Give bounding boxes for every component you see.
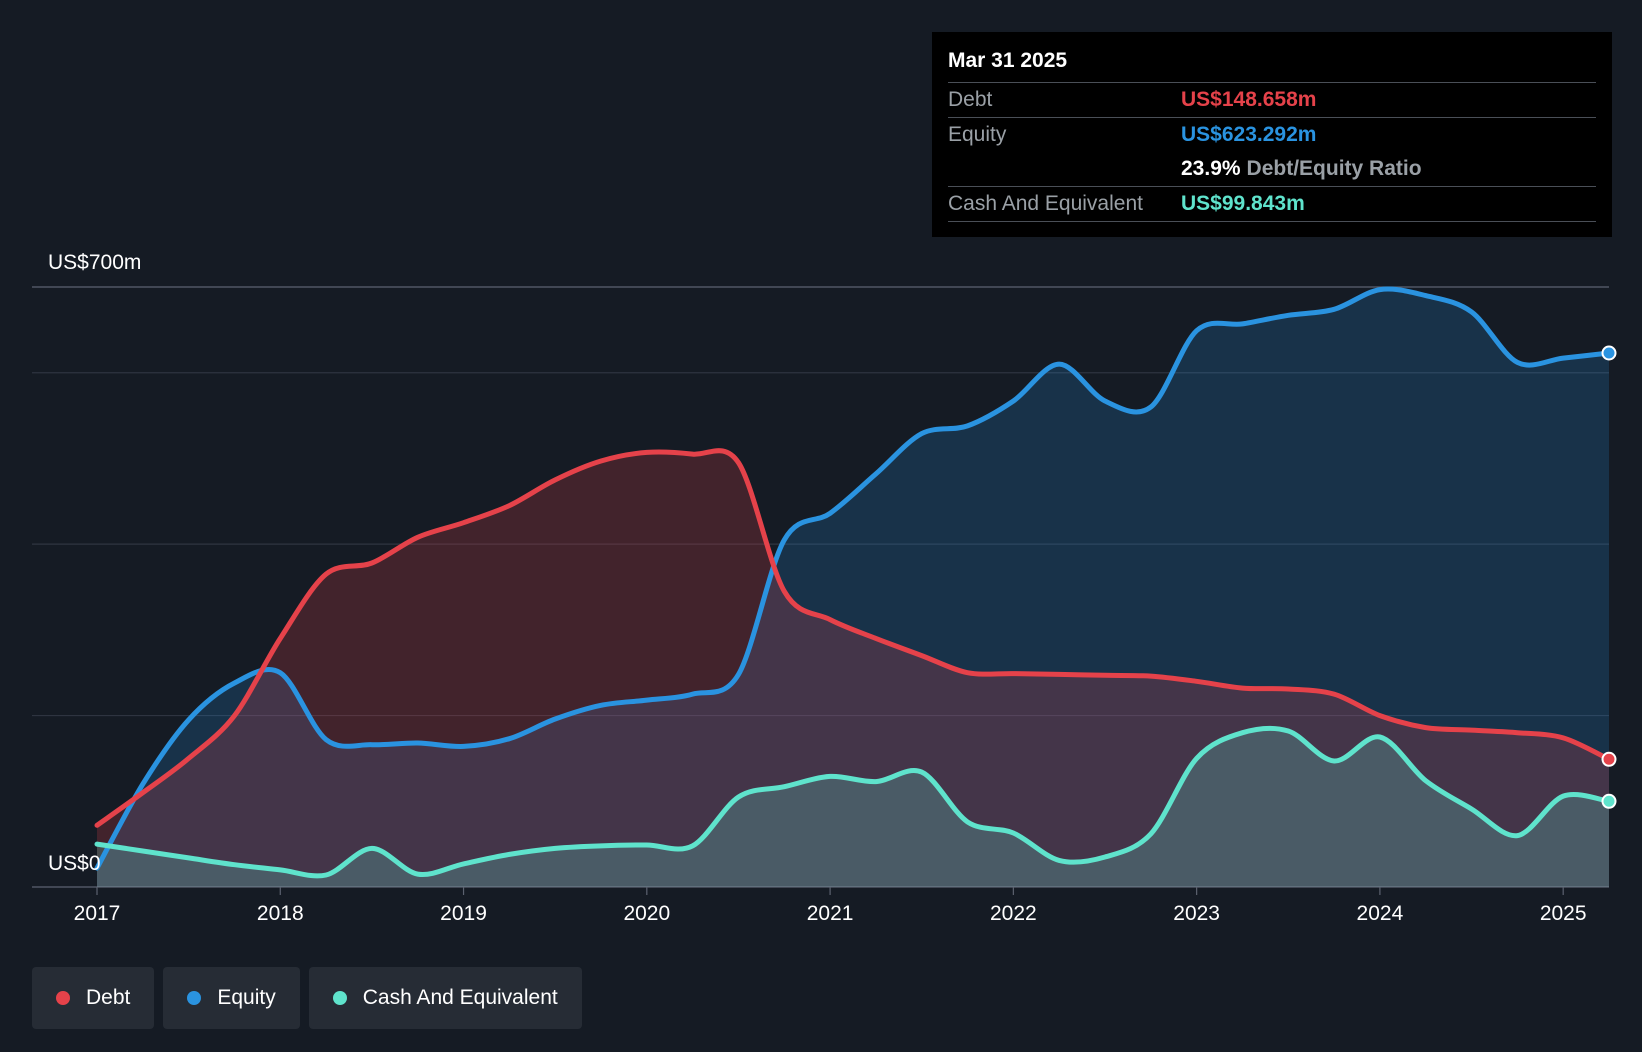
x-tick-label: 2017 (74, 902, 121, 925)
equity-endpoint (1601, 345, 1617, 361)
series-endpoints (1601, 345, 1617, 809)
x-tick-label: 2021 (807, 902, 854, 925)
legend: Debt Equity Cash And Equivalent (32, 967, 582, 1029)
tooltip-row-equity: Equity US$623.292m (948, 118, 1596, 152)
tooltip-row-ratio: 23.9% Debt/Equity Ratio (948, 152, 1596, 187)
cash-dot-icon (332, 991, 347, 1005)
x-tick-label: 2025 (1540, 902, 1587, 925)
tooltip-row-cash: Cash And Equivalent US$99.843m (948, 187, 1596, 222)
x-tick-label: 2024 (1357, 902, 1404, 925)
legend-label-debt: Debt (86, 986, 131, 1009)
tooltip-ratio-label: Debt/Equity Ratio (1246, 157, 1422, 180)
x-tick-label: 2023 (1173, 902, 1220, 925)
debt-line (94, 448, 1612, 828)
legend-item-equity[interactable]: Equity (163, 967, 300, 1029)
y-axis-top-label: US$700m (48, 251, 141, 274)
cash-area (97, 728, 1609, 887)
tooltip-date: Mar 31 2025 (948, 46, 1596, 83)
tooltip-ratio-value: 23.9% (1181, 157, 1241, 180)
gridlines (32, 286, 1609, 888)
debt-endpoint (1601, 751, 1617, 767)
x-axis-ticks: 2017 2018 2019 2020 2021 2022 2023 2024 2025 (74, 887, 1587, 925)
legend-item-cash[interactable]: Cash And Equivalent (308, 967, 582, 1029)
legend-item-debt[interactable]: Debt (32, 967, 155, 1029)
x-tick-label: 2019 (440, 902, 487, 925)
equity-dot-icon (187, 991, 202, 1005)
debt-dot-icon (56, 991, 70, 1005)
cash-endpoint (1601, 793, 1617, 809)
legend-label-equity: Equity (217, 986, 276, 1009)
x-tick-label: 2022 (990, 902, 1037, 925)
tooltip-debt-label: Debt (948, 88, 993, 111)
tooltip-cash-value: US$99.843m (1181, 192, 1305, 215)
series-areas (97, 289, 1609, 887)
series-lines (94, 286, 1612, 879)
equity-line (94, 286, 1612, 871)
y-axis-bottom-label: US$0 (48, 852, 101, 875)
debt-area (97, 450, 1609, 887)
legend-label-cash: Cash And Equivalent (362, 986, 558, 1009)
tooltip-row-debt: Debt US$148.658m (948, 83, 1596, 118)
tooltip-equity-value: US$623.292m (1181, 123, 1317, 146)
x-tick-label: 2020 (623, 902, 670, 925)
cash-line (94, 725, 1612, 879)
tooltip-equity-label: Equity (948, 123, 1007, 146)
tooltip-debt-value: US$148.658m (1181, 88, 1317, 111)
x-tick-label: 2018 (257, 902, 304, 925)
tooltip-cash-label: Cash And Equivalent (948, 192, 1143, 215)
tooltip-panel: Mar 31 2025 Debt US$148.658m Equity US$6… (932, 32, 1612, 237)
